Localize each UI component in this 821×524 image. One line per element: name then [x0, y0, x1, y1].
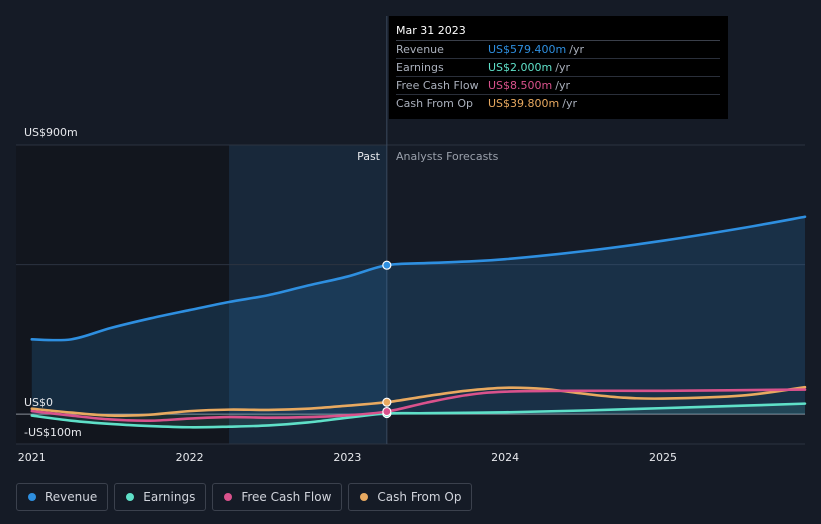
legend-label: Earnings [143, 490, 196, 504]
free-cash-flow-marker [382, 406, 392, 417]
tooltip-label: Earnings [396, 61, 444, 74]
x-tick-label: 2021 [18, 451, 46, 464]
tooltip-value: US$579.400m [488, 43, 567, 56]
tooltip-date: Mar 31 2023 [396, 24, 720, 41]
x-tick-label: 2022 [176, 451, 204, 464]
legend: Revenue Earnings Free Cash Flow Cash From O… [16, 483, 473, 511]
legend-dot-icon [224, 493, 233, 501]
tooltip-label: Cash From Op [396, 97, 474, 110]
tooltip-unit: /yr [555, 79, 570, 92]
revenue-marker [382, 260, 392, 270]
cash-from-op-marker [382, 397, 392, 407]
past-shade-highlight [229, 145, 387, 444]
tooltip-row: Free Cash Flow US$8.500m/yr [396, 77, 720, 95]
tooltip-row: Cash From Op US$39.800m/yr [396, 95, 720, 112]
past-shade-early [16, 145, 230, 444]
legend-item-free-cash-flow[interactable]: Free Cash Flow [212, 483, 343, 511]
earnings-line [30, 402, 807, 429]
y-axis-bottom-label: -US$100m [24, 426, 82, 439]
tooltip-value: US$39.800m [488, 97, 560, 110]
revenue-area [31, 216, 805, 415]
legend-dot-icon [126, 493, 135, 501]
legend-label: Cash From Op [377, 490, 462, 504]
earnings-area [31, 403, 805, 428]
legend-label: Free Cash Flow [241, 490, 332, 504]
tooltip-row: Revenue US$579.400m/yr [396, 41, 720, 59]
y-axis-top-label: US$900m [24, 126, 78, 139]
x-tick-label: 2023 [333, 451, 361, 464]
legend-item-earnings[interactable]: Earnings [114, 483, 207, 511]
legend-item-revenue[interactable]: Revenue [16, 483, 109, 511]
legend-item-cash-from-op[interactable]: Cash From Op [348, 483, 473, 511]
revenue-line [30, 215, 807, 342]
past-region-label: Past [357, 150, 381, 163]
tooltip-value: US$2.000m [488, 61, 553, 74]
tooltip-value: US$8.500m [488, 79, 553, 92]
free-cash-flow-line [30, 388, 807, 423]
x-tick-label: 2024 [491, 451, 519, 464]
forecast-region-label: Analysts Forecasts [396, 150, 499, 163]
tooltip-row: Earnings US$2.000m/yr [396, 59, 720, 77]
legend-dot-icon [28, 493, 36, 501]
tooltip-label: Revenue [396, 43, 444, 56]
x-tick-label: 2025 [649, 451, 677, 464]
tooltip-unit: /yr [569, 43, 584, 56]
legend-dot-icon [360, 493, 369, 501]
tooltip-unit: /yr [555, 61, 570, 74]
legend-label: Revenue [45, 490, 98, 504]
y-axis-zero-label: US$0 [24, 396, 53, 409]
tooltip-unit: /yr [562, 97, 577, 110]
tooltip-label: Free Cash Flow [396, 79, 479, 92]
hover-tooltip: Mar 31 2023 Revenue US$579.400m/yr Earning… [389, 16, 728, 119]
